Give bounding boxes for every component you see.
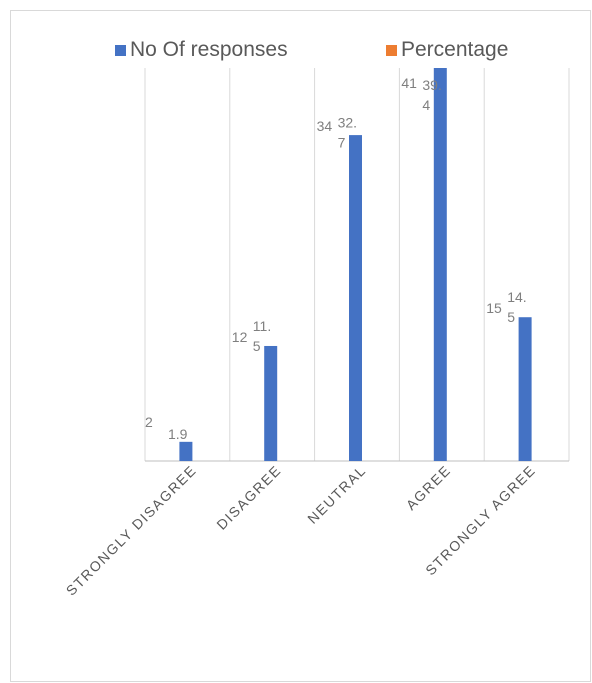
bar-percentage <box>457 83 470 461</box>
data-label-percentage: 1.9 <box>168 426 188 442</box>
bar-percentage <box>372 148 385 461</box>
legend-swatch-responses <box>115 44 126 56</box>
data-label-responses: 2 <box>145 414 153 430</box>
data-label-percentage: 32. 7 <box>338 115 357 151</box>
x-tick: STRONGLY DISAGREE <box>63 462 200 599</box>
bar-percentage <box>542 322 555 461</box>
legend-item-responses: No Of responses <box>115 38 288 62</box>
bar-percentage <box>287 351 300 461</box>
x-tick: AGREE <box>403 462 454 513</box>
legend-item-percentage: Percentage <box>386 38 508 62</box>
data-label-responses: 34 <box>317 118 333 134</box>
data-label-percentage: 14. 5 <box>507 289 526 325</box>
bar-percentage <box>202 443 215 461</box>
x-tick-label: NEUTRAL <box>304 462 369 527</box>
bar-responses <box>349 135 362 461</box>
data-label-responses: 41 <box>401 75 417 91</box>
x-tick: NEUTRAL <box>304 462 369 527</box>
legend-label-responses: No Of responses <box>130 38 288 61</box>
chart-frame <box>10 10 591 682</box>
x-tick-label: AGREE <box>403 462 454 513</box>
x-tick-label: STRONGLY DISAGREE <box>63 462 200 599</box>
legend-swatch-percentage <box>386 44 397 56</box>
data-label-responses: 15 <box>486 300 502 316</box>
bar-responses <box>518 317 532 461</box>
bar-responses <box>433 68 447 461</box>
legend-label-percentage: Percentage <box>401 38 509 61</box>
legend: No Of responses Percentage <box>0 38 592 64</box>
x-tick-label: DISAGREE <box>213 462 284 533</box>
data-label-percentage: 11. 5 <box>253 318 271 354</box>
x-tick: DISAGREE <box>213 462 284 533</box>
bar-responses <box>264 345 278 461</box>
data-label-responses: 12 <box>232 329 248 345</box>
data-label-percentage: 39. 4 <box>422 77 441 113</box>
bar-responses <box>179 441 193 461</box>
